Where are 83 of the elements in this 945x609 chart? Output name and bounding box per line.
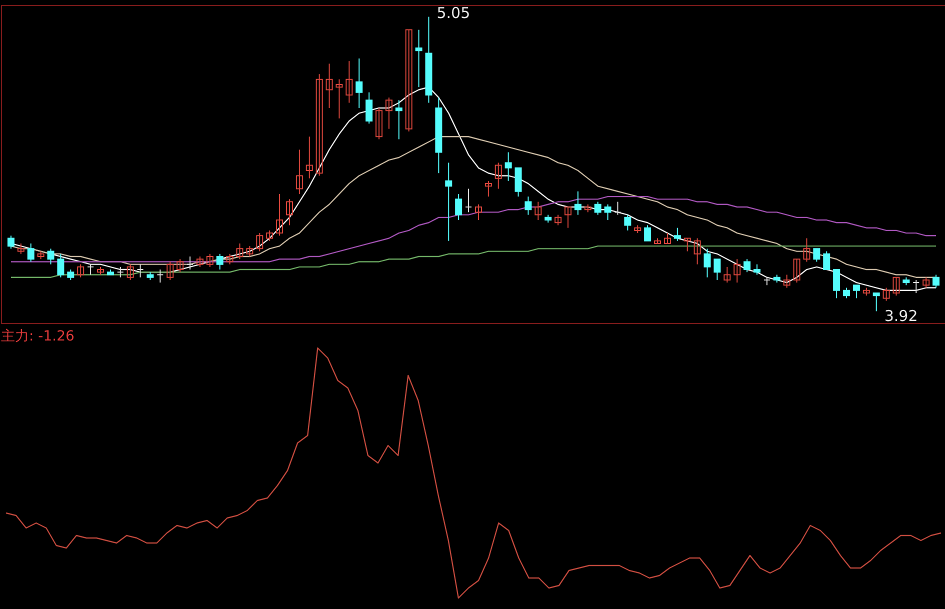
candlestick xyxy=(494,162,502,190)
candlestick xyxy=(27,242,34,262)
candlestick xyxy=(166,261,174,280)
candlestick xyxy=(813,248,820,262)
candlestick xyxy=(156,269,164,284)
candlestick xyxy=(644,224,652,242)
candlestick xyxy=(405,29,412,132)
candlestick xyxy=(744,258,751,273)
candlestick xyxy=(594,201,602,216)
candlestick xyxy=(136,264,144,278)
candlestick xyxy=(286,198,293,226)
candlestick xyxy=(306,136,313,179)
candlestick xyxy=(316,74,323,176)
candlestick xyxy=(226,253,234,265)
candlestick xyxy=(87,264,94,276)
candlestick xyxy=(455,193,462,221)
candlestick xyxy=(326,63,333,108)
candlestick xyxy=(872,292,880,312)
candlestick xyxy=(793,258,800,284)
candlestick xyxy=(843,287,850,299)
candlestick xyxy=(346,60,353,104)
candlestick xyxy=(77,264,84,278)
candlestick xyxy=(415,29,422,88)
candlestick xyxy=(356,58,363,108)
candlestick xyxy=(694,238,701,265)
candlestick xyxy=(674,227,681,242)
candlestick xyxy=(206,253,214,268)
candlestick xyxy=(753,264,760,276)
candlestick xyxy=(892,276,900,296)
candlestick xyxy=(734,258,741,284)
candlestick xyxy=(534,201,542,221)
candlestick xyxy=(176,258,184,273)
candlestick xyxy=(196,256,204,268)
candlestick xyxy=(116,266,124,278)
candlestick xyxy=(932,274,940,288)
annotation: 3.92 xyxy=(884,307,918,326)
candlestick xyxy=(7,235,14,250)
candlestick xyxy=(624,214,632,231)
candlestick xyxy=(484,180,492,198)
candlestick xyxy=(684,238,691,252)
candlestick xyxy=(256,232,264,252)
candlestick xyxy=(57,253,64,278)
candlestick xyxy=(376,107,383,140)
candlestick xyxy=(296,149,303,194)
candlestick xyxy=(465,188,472,213)
candlestick xyxy=(852,284,860,299)
candlestick xyxy=(186,256,194,270)
candlestick xyxy=(922,276,930,288)
candlestick xyxy=(664,232,671,244)
candlestick xyxy=(445,162,452,242)
candlestick xyxy=(474,204,482,221)
candlestick xyxy=(17,242,24,254)
chart-title: 主力: -1.26 xyxy=(1,328,74,344)
candlestick xyxy=(803,238,810,262)
candlestick xyxy=(385,97,392,130)
candlestick xyxy=(714,258,721,280)
candlestick xyxy=(67,269,74,280)
candlestick xyxy=(514,167,522,198)
candlestick xyxy=(216,253,224,270)
candlestick xyxy=(783,274,790,288)
annotation: 5.05 xyxy=(436,4,470,22)
candlestick xyxy=(266,230,274,242)
candlestick xyxy=(126,264,134,280)
candlestick xyxy=(47,248,54,265)
candlestick xyxy=(504,152,512,182)
candlestick xyxy=(614,201,622,216)
candlestick xyxy=(395,100,402,140)
candlestick xyxy=(604,204,612,221)
candlestick xyxy=(236,242,244,260)
candlestick xyxy=(574,190,582,216)
candlestick xyxy=(554,214,562,226)
candlestick xyxy=(336,78,343,119)
candlestick xyxy=(564,206,572,228)
candlestick xyxy=(366,92,373,124)
candlestick xyxy=(823,250,830,270)
candlestick xyxy=(724,266,731,284)
candlestick xyxy=(276,193,284,236)
candlestick xyxy=(704,248,711,278)
candlestick xyxy=(882,287,890,302)
candlestick xyxy=(524,196,532,216)
candlestick xyxy=(246,246,254,257)
candlestick xyxy=(833,269,840,299)
candlestick xyxy=(912,279,920,294)
